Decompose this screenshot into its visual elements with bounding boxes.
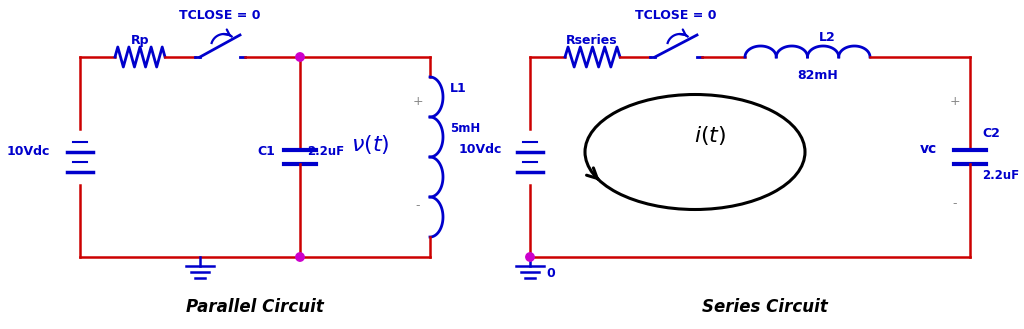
Text: Parallel Circuit: Parallel Circuit: [186, 298, 324, 316]
Text: $i(t)$: $i(t)$: [694, 124, 726, 147]
Text: +: +: [413, 95, 423, 108]
Text: 10Vdc: 10Vdc: [459, 143, 502, 156]
Text: TCLOSE = 0: TCLOSE = 0: [635, 9, 717, 22]
Text: -: -: [952, 197, 957, 210]
Text: L2: L2: [819, 31, 836, 44]
Text: 2.2uF: 2.2uF: [307, 145, 344, 158]
Circle shape: [296, 253, 304, 261]
Text: $\nu(t)$: $\nu(t)$: [350, 133, 389, 156]
Text: 0: 0: [546, 267, 555, 280]
Text: -: -: [416, 199, 420, 212]
Text: vc: vc: [920, 142, 937, 156]
Text: 82mH: 82mH: [797, 69, 838, 82]
Text: 10Vdc: 10Vdc: [6, 145, 50, 158]
Text: Series Circuit: Series Circuit: [702, 298, 828, 316]
Text: 2.2uF: 2.2uF: [982, 169, 1019, 182]
Text: +: +: [949, 95, 961, 108]
Text: Rseries: Rseries: [566, 34, 617, 47]
Circle shape: [525, 253, 535, 261]
Text: TCLOSE = 0: TCLOSE = 0: [179, 9, 261, 22]
Circle shape: [296, 53, 304, 61]
Text: C1: C1: [257, 145, 275, 158]
Text: L1: L1: [450, 82, 467, 95]
Text: Rp: Rp: [131, 34, 150, 47]
Text: C2: C2: [982, 127, 999, 140]
Text: 5mH: 5mH: [450, 122, 480, 135]
